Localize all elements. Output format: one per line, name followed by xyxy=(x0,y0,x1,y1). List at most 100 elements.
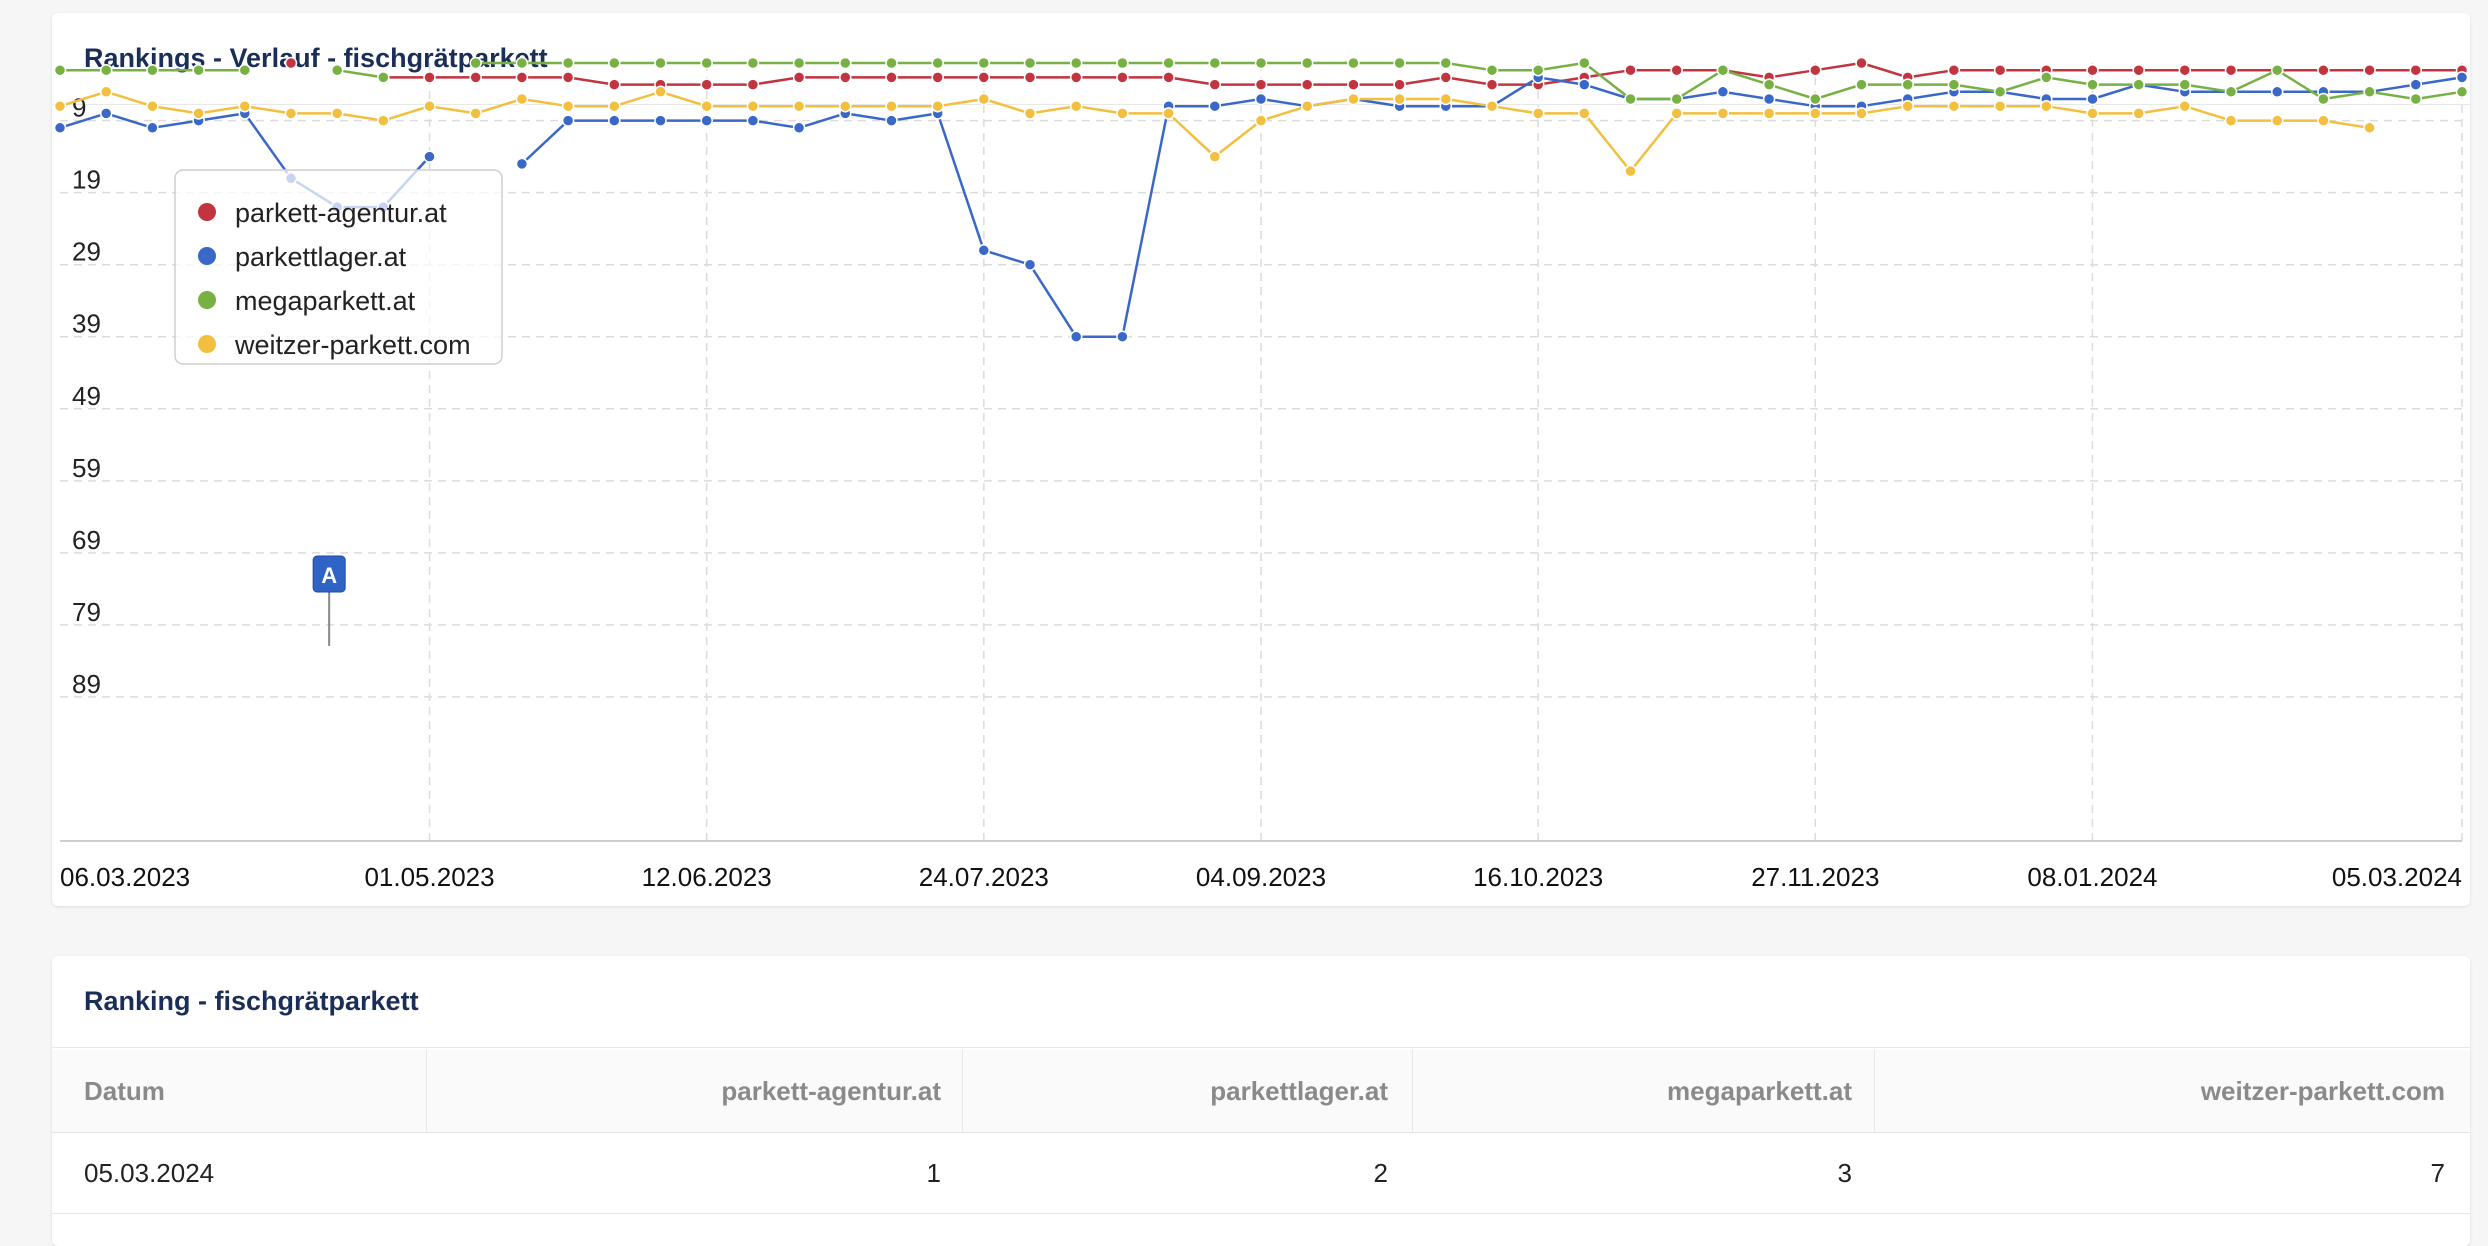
data-point xyxy=(1716,85,1730,99)
data-point xyxy=(1670,92,1683,106)
series-line-2 xyxy=(521,76,2463,338)
data-point xyxy=(2409,63,2423,77)
data-point xyxy=(1023,107,1037,120)
column-header-megaparkett[interactable]: megaparkett.at xyxy=(1667,1076,1852,1106)
data-point xyxy=(746,78,760,91)
data-point xyxy=(654,56,667,70)
x-tick-label: 24.07.2023 xyxy=(919,862,1049,892)
column-header-datum[interactable]: Datum xyxy=(84,1076,165,1106)
x-tick-label: 08.01.2024 xyxy=(2027,862,2157,892)
data-point xyxy=(2363,63,2376,77)
data-point xyxy=(1208,78,1222,91)
data-point xyxy=(192,107,205,120)
data-point xyxy=(839,71,852,84)
data-point xyxy=(469,107,482,120)
data-point xyxy=(1162,107,1175,120)
data-point xyxy=(1023,56,1037,70)
data-point xyxy=(1947,63,1961,77)
data-point xyxy=(792,56,806,70)
y-tick-label: 19 xyxy=(72,165,101,195)
column-header-weitzer-parkett[interactable]: weitzer-parkett.com xyxy=(2200,1076,2445,1106)
cell-parkettlager: 2 xyxy=(1373,1158,1388,1188)
data-point xyxy=(1439,71,1453,84)
data-point xyxy=(1254,92,1268,106)
column-header-parkett-agentur[interactable]: parkett-agentur.at xyxy=(721,1076,941,1106)
data-point xyxy=(2317,114,2330,127)
data-point xyxy=(1993,63,2007,77)
data-point xyxy=(1485,63,1499,77)
data-point xyxy=(99,85,113,99)
data-point xyxy=(2040,71,2053,84)
data-point xyxy=(2086,107,2099,120)
legend-label-3: megaparkett.at xyxy=(235,286,416,316)
data-point xyxy=(885,71,898,84)
data-point xyxy=(1993,85,2007,99)
data-point xyxy=(1347,92,1360,106)
data-point xyxy=(1300,78,1314,91)
legend-box xyxy=(174,169,503,365)
data-point xyxy=(238,63,252,77)
data-point xyxy=(1624,92,1637,106)
x-tick-label: 05.03.2024 xyxy=(2332,862,2462,892)
data-point xyxy=(330,107,344,120)
x-tick-label: 16.10.2023 xyxy=(1473,862,1603,892)
data-point xyxy=(1531,63,1545,77)
data-point xyxy=(654,114,667,127)
data-point xyxy=(1901,78,1914,91)
data-point xyxy=(2455,85,2469,99)
data-point xyxy=(377,71,390,84)
data-point xyxy=(561,71,575,84)
data-point xyxy=(839,56,852,70)
series-line-3 xyxy=(475,61,2463,101)
data-point xyxy=(700,99,713,113)
data-point xyxy=(2086,78,2099,91)
data-point xyxy=(1485,78,1499,91)
data-point xyxy=(839,99,852,113)
data-point xyxy=(792,99,806,113)
data-point xyxy=(2086,63,2099,77)
data-point xyxy=(1208,150,1222,163)
data-point xyxy=(1069,330,1083,343)
data-point xyxy=(192,63,205,77)
data-point xyxy=(1993,99,2007,113)
table-card-title: Ranking - fischgrätparkett xyxy=(84,986,419,1016)
series-line-3 xyxy=(337,68,384,79)
data-point xyxy=(1855,107,1868,120)
data-point xyxy=(284,107,298,120)
data-point xyxy=(1254,56,1268,70)
data-point xyxy=(99,107,113,120)
table-row: 05.03.2024 1 2 3 7 xyxy=(52,1133,2470,1214)
data-point xyxy=(1809,92,1822,106)
data-point xyxy=(1670,63,1683,77)
data-point xyxy=(2317,63,2330,77)
table-header-row: Datum parkett-agentur.at parkettlager.at… xyxy=(52,1050,2470,1133)
data-point xyxy=(1347,78,1360,91)
data-point xyxy=(885,114,898,127)
y-tick-label: 9 xyxy=(72,93,86,123)
annotation-flag xyxy=(312,555,346,593)
data-point xyxy=(885,56,898,70)
data-point xyxy=(931,99,944,113)
x-tick-label: 06.03.2023 xyxy=(60,862,190,892)
data-point xyxy=(53,63,67,77)
data-point xyxy=(931,56,944,70)
series-line-1 xyxy=(383,61,2462,86)
data-point xyxy=(2270,85,2284,99)
column-header-parkettlager[interactable]: parkettlager.at xyxy=(1210,1076,1388,1106)
data-point xyxy=(1208,99,1222,113)
y-tick-label: 29 xyxy=(72,237,101,267)
rankings-chart-card: Rankings - Verlauf - fischgrätparkett 9 1… xyxy=(52,13,2470,906)
legend-marker-1 xyxy=(198,203,216,221)
legend-marker-4 xyxy=(198,335,216,353)
data-point xyxy=(2132,78,2145,91)
data-point xyxy=(608,56,621,70)
data-point xyxy=(561,56,575,70)
x-tick-label: 01.05.2023 xyxy=(364,862,494,892)
data-point xyxy=(1670,107,1683,120)
data-point xyxy=(146,99,159,113)
data-point xyxy=(2270,63,2284,77)
data-point xyxy=(746,114,760,127)
data-point xyxy=(2409,92,2423,106)
y-tick-label: 49 xyxy=(72,381,101,411)
data-point xyxy=(1116,56,1129,70)
